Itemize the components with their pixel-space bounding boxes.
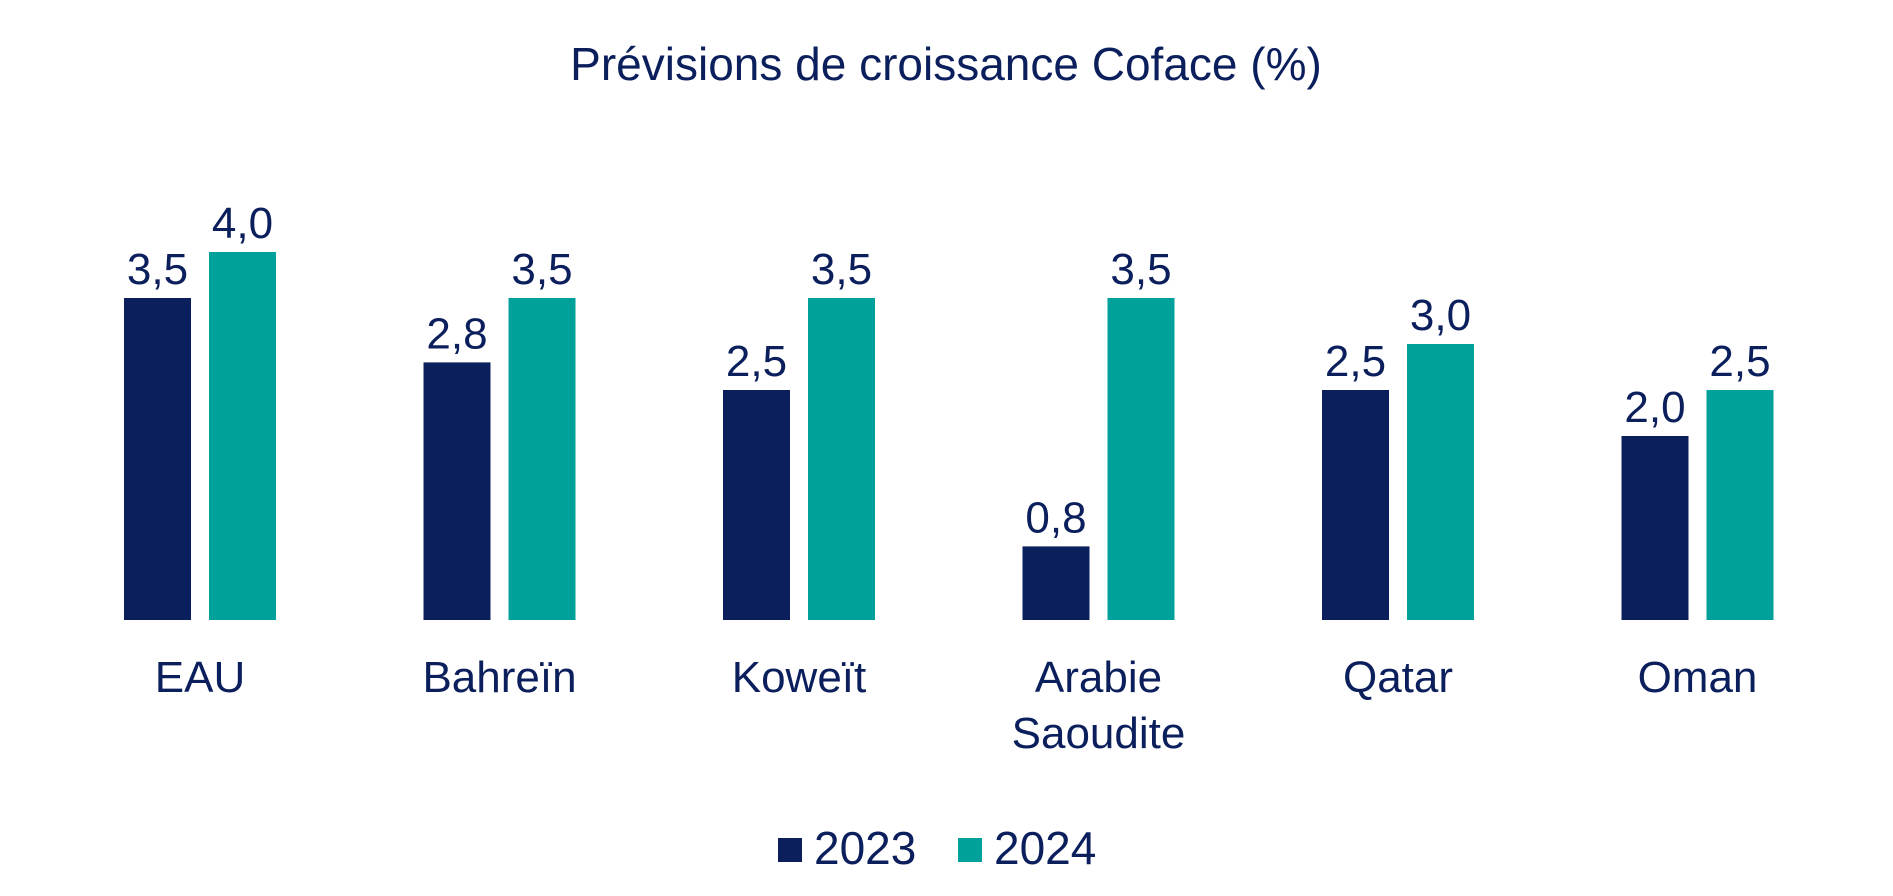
category-label-2: Koweït	[732, 653, 867, 702]
data-label-2024-2: 3,5	[811, 245, 872, 294]
bar-2023-1	[423, 362, 491, 620]
data-label-2023-4: 2,5	[1325, 337, 1386, 386]
data-label-2024-0: 4,0	[212, 199, 273, 248]
bar-2024-3	[1107, 298, 1175, 620]
legend: 2023 2024	[778, 822, 1096, 874]
legend-swatch-2024	[958, 838, 982, 862]
bar-2024-4	[1407, 344, 1474, 620]
legend-swatch-2023	[778, 838, 802, 862]
category-label-3: Arabie	[1035, 653, 1162, 702]
bar-2024-5	[1706, 390, 1774, 620]
data-label-2023-3: 0,8	[1025, 493, 1086, 542]
data-label-2023-5: 2,0	[1624, 383, 1685, 432]
category-label-1: Bahreïn	[422, 653, 576, 702]
bar-2024-0	[209, 252, 276, 620]
bar-2023-2	[723, 390, 790, 620]
bar-2023-4	[1322, 390, 1389, 620]
data-label-2024-4: 3,0	[1410, 291, 1471, 340]
legend-label-2023: 2023	[814, 822, 916, 874]
bar-2023-5	[1621, 436, 1689, 620]
legend-label-2024: 2024	[994, 822, 1096, 874]
data-label-2024-1: 3,5	[511, 245, 572, 294]
category-label-0: EAU	[155, 653, 245, 702]
bar-2024-1	[508, 298, 576, 620]
category-labels-group: EAU Bahreïn Koweït Arabie Saoudite Qatar Oman	[155, 653, 1758, 758]
category-label-5: Oman	[1638, 653, 1758, 702]
data-label-2023-0: 3,5	[127, 245, 188, 294]
bar-2023-0	[124, 298, 191, 620]
category-label-3-line2: Saoudite	[1012, 709, 1186, 758]
data-label-2024-5: 2,5	[1709, 337, 1770, 386]
bars-group	[124, 252, 1774, 620]
bar-2024-2	[808, 298, 875, 620]
data-label-2023-1: 2,8	[426, 309, 487, 358]
value-labels-group: 3,5 4,0 2,8 3,5 2,5 3,5 0,8 3,5 2,5 3,0 2,0 2,5	[127, 199, 1771, 542]
chart-title: Prévisions de croissance Coface (%)	[570, 38, 1322, 90]
category-label-4: Qatar	[1343, 653, 1453, 702]
bar-2023-3	[1022, 546, 1090, 620]
data-label-2023-2: 2,5	[726, 337, 787, 386]
data-label-2024-3: 3,5	[1110, 245, 1171, 294]
